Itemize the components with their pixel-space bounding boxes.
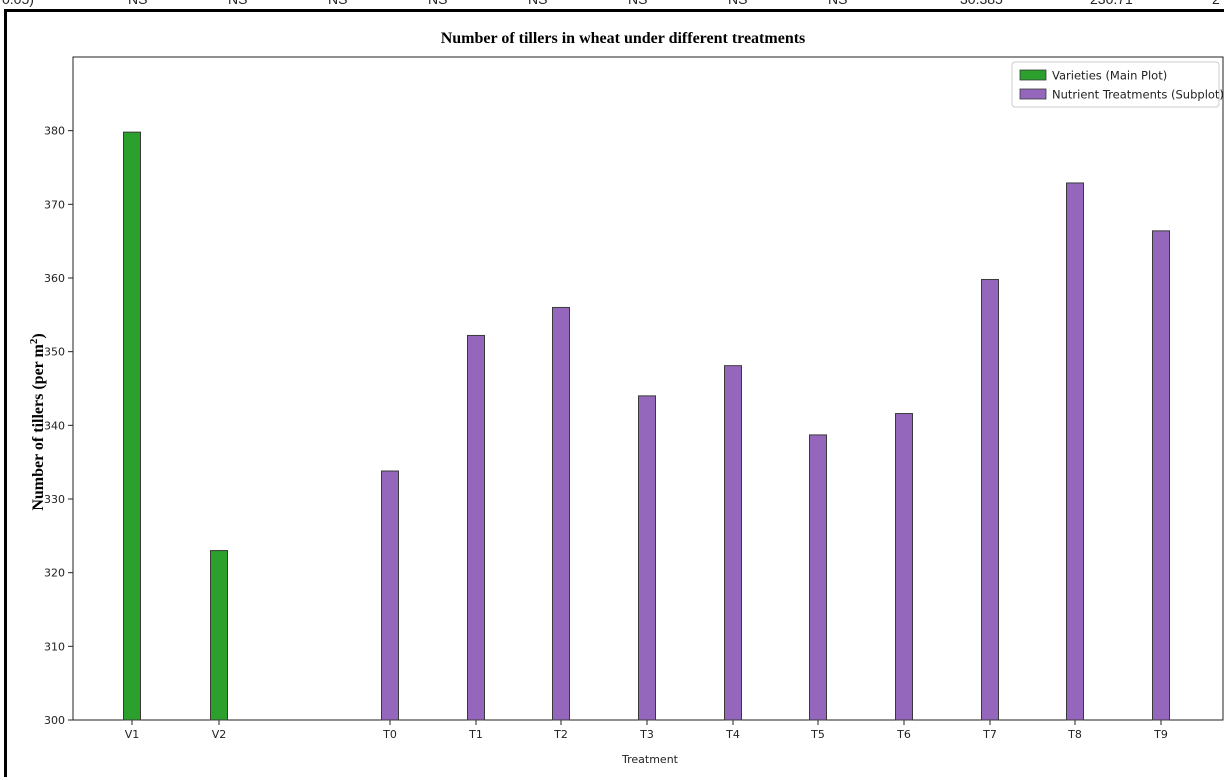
strip-cell: 2 [1212,0,1220,7]
y-tick-label: 320 [44,567,65,580]
x-tick-label: T7 [982,728,997,741]
legend-swatch [1019,88,1047,100]
x-axis-label: Treatment [621,753,679,766]
x-tick-label: T2 [553,728,568,741]
y-tick-label: 370 [44,198,65,211]
y-axis-label-tail: ) [30,333,47,338]
strip-cell: NS [828,0,847,7]
x-tick-label: T8 [1067,728,1082,741]
y-tick-label: 350 [44,346,65,359]
chart-title: Number of tillers in wheat under differe… [441,30,806,47]
legend: Varieties (Main Plot) Nutrient Treatments… [1011,61,1224,108]
bar-T7 [981,278,999,721]
bar-T2 [552,306,570,721]
y-tick-label: 380 [44,125,65,138]
x-tick-label: T3 [639,728,654,741]
y-axis-label: Number of tillers (per m2) [28,333,47,510]
y-tick-label: 360 [44,272,65,285]
y-axis-label-sup: 2 [28,338,40,344]
x-tick-label: T5 [810,728,825,741]
bars-group [123,131,1170,721]
x-tick-label: T1 [468,728,483,741]
bar-T8 [1066,182,1084,721]
y-tick-label: 340 [44,419,65,432]
bar-chart: Number of tillers in wheat under differe… [28,30,1224,766]
y-tick-label: 300 [44,714,65,727]
strip-cell: NS [228,0,247,7]
x-tick-label: T6 [896,728,911,741]
bar-T4 [724,365,742,721]
bar-V1 [123,131,141,721]
strip-cell: NS [428,0,447,7]
legend-swatch [1019,69,1047,81]
strip-cell: 0.05) [2,0,34,7]
y-axis-label-main: Number of tillers (per m [30,344,47,511]
bar-T5 [809,434,827,721]
x-tick-label: V1 [125,728,140,741]
x-tick-label: T9 [1153,728,1168,741]
x-tick-label: V2 [212,728,227,741]
bar-T9 [1152,230,1170,721]
bar-T0 [381,470,399,721]
strip-cell: NS [628,0,647,7]
bar-T6 [895,413,913,721]
strip-cell: NS [328,0,347,7]
strip-cell: NS [728,0,747,7]
chart-frame: Number of tillers in wheat under differe… [4,9,1224,777]
strip-cell: 30.385 [960,0,1003,7]
bar-T3 [638,395,656,721]
strip-cell: 230.71 [1090,0,1133,7]
legend-label: Varieties (Main Plot) [1052,69,1167,83]
strip-cell: NS [128,0,147,7]
x-tick-label: T4 [725,728,740,741]
strip-cell: NS [528,0,547,7]
y-tick-label: 310 [44,640,65,653]
x-tick-label: T0 [382,728,397,741]
legend-box [1011,61,1220,108]
legend-label: Nutrient Treatments (Subplot) [1052,88,1224,102]
y-tick-label: 330 [44,493,65,506]
plot-axes: 300 310 320 330 340 350 360 370 380 V1 V2 T0 T1 T2 T3 T… [44,56,1224,741]
cropped-table-row: 0.05) NS NS NS NS NS NS NS NS 30.385 230.71 2 [0,0,1224,8]
bar-T1 [467,334,485,721]
bar-V2 [210,550,228,721]
